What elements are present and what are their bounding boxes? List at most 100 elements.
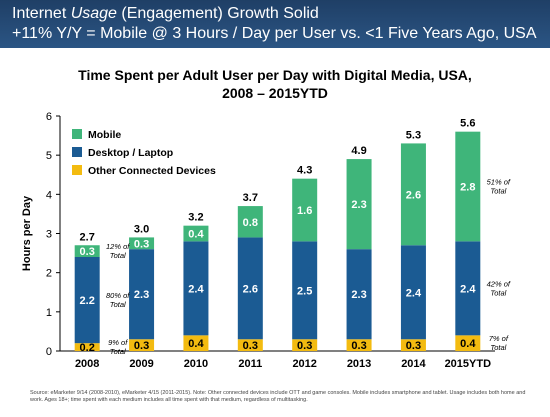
data-label: 2.3	[351, 199, 366, 211]
share-annotation: 9% of	[108, 338, 128, 347]
y-tick-label: 5	[46, 150, 52, 162]
headline-line1: Internet Usage (Engagement) Growth Solid	[12, 4, 319, 23]
total-label: 4.3	[297, 165, 312, 177]
y-tick-label: 4	[46, 189, 52, 201]
x-tick-label: 2008	[75, 358, 99, 370]
data-label: 0.4	[188, 229, 204, 241]
total-label: 3.7	[243, 192, 258, 204]
data-label: 0.3	[80, 246, 95, 258]
total-label: 3.0	[134, 223, 149, 235]
headline-post: (Engagement) Growth Solid	[116, 5, 319, 22]
data-label: 2.3	[351, 289, 366, 301]
header-banner: Internet Usage (Engagement) Growth Solid…	[0, 0, 550, 48]
y-tick-label: 0	[46, 346, 52, 358]
bar-mobile	[74, 245, 100, 257]
bar-desktop-laptop	[292, 241, 318, 340]
share-annotation: Total	[110, 300, 126, 309]
share-annotation: Total	[110, 347, 126, 356]
share-annotation: Total	[490, 187, 506, 196]
chart-title: Time Spent per Adult User per Day with D…	[78, 67, 472, 83]
bar-other-connected-devices	[346, 339, 372, 351]
headline-line2: +11% Y/Y = Mobile @ 3 Hours / Day per Us…	[12, 25, 537, 42]
data-label: 2.3	[134, 289, 149, 301]
share-annotation: 7% of	[489, 334, 509, 343]
bar-desktop-laptop	[346, 249, 372, 340]
share-annotation: Total	[490, 343, 506, 352]
bar-mobile	[346, 159, 372, 250]
data-label: 2.6	[406, 189, 421, 201]
bar-desktop-laptop	[183, 241, 209, 336]
x-tick-label: 2014	[401, 358, 426, 370]
bar-mobile	[183, 225, 209, 242]
y-tick-label: 2	[46, 268, 52, 280]
data-label: 0.3	[351, 340, 366, 352]
data-label: 0.3	[243, 340, 258, 352]
bar-other-connected-devices	[237, 339, 263, 351]
total-label: 3.2	[188, 212, 203, 224]
bar-mobile	[455, 131, 481, 242]
x-tick-label: 2010	[184, 358, 208, 370]
headline-pre: Internet	[12, 5, 71, 22]
total-label: 5.3	[406, 129, 421, 141]
data-label: 2.4	[406, 287, 422, 299]
data-label: 2.4	[460, 283, 476, 295]
data-label: 2.5	[297, 285, 312, 297]
legend-swatch	[72, 129, 82, 139]
total-label: 4.9	[351, 145, 366, 157]
y-tick-label: 6	[46, 111, 52, 123]
chart-subtitle: 2008 – 2015YTD	[222, 85, 328, 101]
bar-desktop-laptop	[74, 257, 100, 344]
x-tick-label: 2012	[292, 358, 316, 370]
data-label: 0.3	[297, 340, 312, 352]
legend-label: Desktop / Laptop	[88, 147, 173, 159]
bar-other-connected-devices	[129, 339, 155, 351]
data-label: 0.4	[188, 338, 204, 350]
data-label: 0.4	[460, 338, 476, 350]
x-tick-label: 2009	[129, 358, 153, 370]
legend-swatch	[72, 147, 82, 157]
bar-desktop-laptop	[129, 249, 155, 340]
legend-swatch	[72, 165, 82, 175]
y-tick-label: 1	[46, 307, 52, 319]
data-label: 2.6	[243, 283, 258, 295]
share-annotation: Total	[490, 288, 506, 297]
legend-label: Mobile	[88, 129, 121, 141]
y-tick-label: 3	[46, 229, 52, 241]
share-annotation: 12% of	[106, 242, 130, 251]
data-label: 0.3	[134, 238, 149, 250]
bar-mobile	[237, 206, 263, 238]
bar-desktop-laptop	[400, 245, 426, 340]
share-annotation: 80% of	[106, 291, 130, 300]
bar-other-connected-devices	[183, 335, 209, 351]
total-label: 2.7	[80, 231, 95, 243]
headline-usage: Usage	[70, 5, 117, 22]
data-label: 2.8	[460, 182, 475, 194]
x-tick-label: 2011	[238, 358, 262, 370]
x-tick-label: 2013	[347, 358, 371, 370]
bar-mobile	[292, 178, 318, 242]
data-label: 0.3	[406, 340, 421, 352]
source-note: Source: eMarketer 9/14 (2008-2010), eMar…	[30, 390, 526, 403]
bar-other-connected-devices	[74, 343, 100, 351]
y-axis-title: Hours per Day	[21, 195, 33, 271]
data-label: 0.8	[243, 217, 258, 229]
data-label: 2.4	[188, 283, 204, 295]
x-tick-label: 2015YTD	[445, 358, 492, 370]
bar-other-connected-devices	[400, 339, 426, 351]
total-label: 5.6	[460, 118, 475, 130]
share-annotation: Total	[110, 251, 126, 260]
bar-other-connected-devices	[292, 339, 318, 351]
bar-mobile	[129, 237, 155, 250]
data-label: 0.3	[134, 340, 149, 352]
data-label: 0.2	[80, 342, 95, 354]
bar-mobile	[400, 143, 426, 246]
data-label: 1.6	[297, 205, 312, 217]
share-annotation: 42% of	[487, 279, 511, 288]
share-annotation: 51% of	[487, 178, 511, 187]
bar-desktop-laptop	[237, 237, 263, 340]
bar-desktop-laptop	[455, 241, 481, 336]
data-label: 2.2	[80, 295, 95, 307]
bar-other-connected-devices	[455, 335, 481, 351]
